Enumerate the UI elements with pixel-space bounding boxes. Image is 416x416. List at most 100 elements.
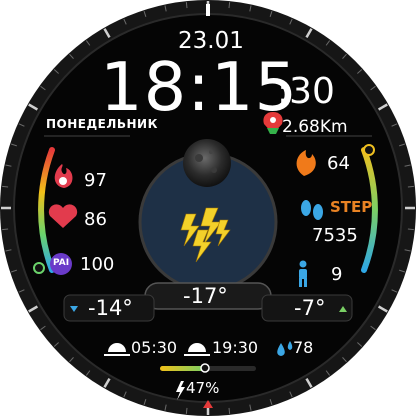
bottom-marker — [203, 400, 213, 408]
heart-rate-icon — [48, 204, 78, 228]
tick-mark — [53, 342, 59, 347]
tick-mark — [164, 404, 167, 411]
time-hours-minutes: 18:15 — [100, 48, 299, 126]
battery-knob — [200, 363, 210, 373]
tick-mark — [249, 5, 252, 12]
tick-mark — [391, 123, 398, 127]
tick-mark — [249, 404, 252, 411]
tick-mark — [103, 28, 111, 39]
right-progress-arc — [361, 147, 378, 273]
sunset-icon — [184, 343, 210, 356]
steps-value: 7535 — [312, 225, 358, 246]
tick-mark — [269, 10, 273, 17]
tick-mark — [18, 123, 25, 127]
high-temp: -7° — [294, 296, 326, 320]
tick-mark — [185, 407, 188, 414]
sunrise-icon — [104, 343, 130, 356]
tick-mark — [289, 18, 293, 25]
pai-value: 100 — [80, 254, 115, 275]
right-arc-knob — [363, 144, 375, 156]
low-temp-pill — [63, 294, 155, 322]
high-temp-pill — [261, 294, 353, 322]
tick-mark — [305, 28, 313, 39]
tick-mark — [123, 18, 127, 25]
tick-mark — [40, 85, 46, 91]
sunrise-time: 05:30 — [131, 338, 178, 357]
location-pin-icon — [263, 112, 283, 134]
charging-icon — [176, 381, 185, 400]
tick-mark — [53, 69, 59, 74]
tick-mark — [69, 53, 74, 59]
left-progress-arc — [38, 147, 55, 273]
left-arc-knob — [33, 262, 45, 274]
tick-mark — [377, 305, 388, 313]
battery-percent: 47% — [186, 379, 220, 397]
tick-mark — [370, 325, 376, 331]
tick-mark — [404, 249, 411, 252]
tick-mark — [357, 69, 363, 74]
tick-mark — [40, 325, 46, 331]
low-arrow-icon — [70, 306, 78, 312]
tick-mark — [10, 269, 17, 273]
tick-mark — [28, 305, 39, 313]
weekday: ПОНЕДЕЛЬНИК — [46, 117, 158, 131]
moon-icon — [183, 139, 231, 187]
calories-value: 97 — [84, 170, 107, 191]
distance: 2.68Km — [282, 117, 348, 137]
tick-mark — [399, 143, 406, 147]
sunset-time: 19:30 — [212, 338, 259, 357]
pai-icon-label: PAI — [53, 258, 70, 268]
tick-mark — [10, 143, 17, 147]
humidity-value: 78 — [293, 338, 314, 357]
tick-mark — [18, 289, 25, 293]
tick-mark — [269, 399, 273, 406]
tick-mark — [407, 185, 414, 188]
tick-mark — [85, 40, 91, 46]
tick-mark — [5, 249, 12, 252]
tick-mark — [103, 377, 111, 388]
tick-mark — [28, 103, 39, 111]
current-temp: -17° — [183, 284, 228, 308]
footsteps-icon — [301, 200, 323, 220]
tick-mark — [370, 85, 376, 91]
tick-mark — [404, 164, 411, 167]
tick-mark — [2, 228, 9, 231]
humidity-icon — [277, 341, 293, 356]
battery-fill — [160, 366, 205, 371]
tick-mark — [69, 357, 74, 363]
pai-icon — [50, 253, 72, 275]
tick-mark — [289, 391, 293, 398]
tick-mark — [342, 357, 347, 363]
top-marker — [206, 4, 210, 16]
tick-mark — [228, 2, 231, 9]
tick-mark — [5, 164, 12, 167]
calories-icon — [54, 164, 73, 188]
tick-mark — [391, 289, 398, 293]
step-label: STEP — [330, 198, 373, 216]
flame-icon — [296, 150, 316, 176]
tick-mark — [143, 399, 147, 406]
flame-value: 64 — [327, 153, 350, 174]
tick-mark — [123, 391, 127, 398]
high-arrow-icon — [339, 306, 347, 312]
tick-mark — [399, 269, 406, 273]
tick-mark — [325, 370, 331, 376]
tick-mark — [407, 228, 414, 231]
tick-mark — [164, 5, 167, 12]
tick-mark — [342, 53, 347, 59]
standing-value: 9 — [331, 264, 343, 285]
thunderstorm-icon — [180, 207, 231, 263]
tick-mark — [325, 40, 331, 46]
tick-mark — [85, 370, 91, 376]
standing-icon — [299, 260, 307, 287]
tick-mark — [143, 10, 147, 17]
tick-mark — [357, 342, 363, 347]
tick-mark — [2, 185, 9, 188]
heart-rate-value: 86 — [84, 209, 107, 230]
tick-mark — [305, 377, 313, 388]
date: 23.01 — [178, 28, 244, 54]
tick-mark — [377, 103, 388, 111]
tick-mark — [228, 407, 231, 414]
low-temp: -14° — [88, 296, 133, 320]
